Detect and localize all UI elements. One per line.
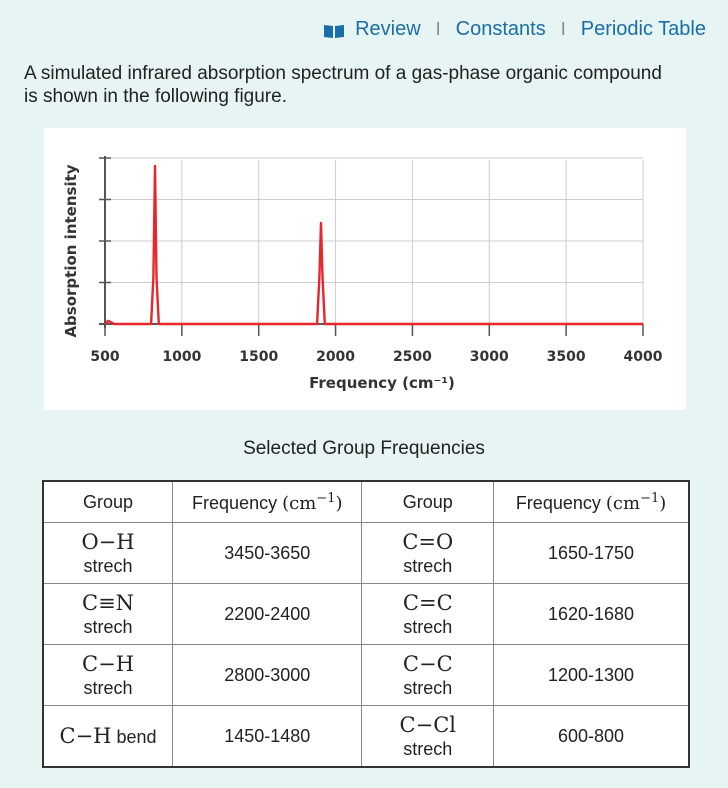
x-tick-label: 2500	[393, 349, 432, 365]
frequency-cell: 1200-1300	[493, 644, 690, 706]
x-tick-label: 3500	[547, 349, 586, 365]
periodic-table-link[interactable]: Periodic Table	[580, 18, 706, 40]
x-tick-label: 1500	[239, 349, 278, 365]
top-nav: Review I Constants I Periodic Table	[323, 18, 706, 41]
chart-svg: 500 1000 1500 2000 2500 3000 3500 4000 Frequency…	[62, 156, 663, 392]
ir-spectrum-chart: 500 1000 1500 2000 2500 3000 3500 4000 Frequency…	[44, 128, 686, 410]
header-frequency: Frequency (cm−1)	[493, 480, 690, 523]
frequency-cell: 3450-3650	[172, 522, 363, 584]
table-row: O−H strech 3450-3650 C=O strech 1650-1750	[42, 522, 690, 584]
table-title: Selected Group Frequencies	[243, 438, 485, 459]
group-cell: C−H bend	[42, 705, 174, 768]
group-cell: C=O strech	[361, 522, 495, 584]
frequency-cell: 2800-3000	[172, 644, 363, 706]
group-cell: C−C strech	[361, 644, 495, 706]
x-axis-label: Frequency (cm⁻¹)	[309, 374, 455, 392]
nav-separator: I	[560, 19, 566, 39]
header-frequency: Frequency (cm−1)	[172, 480, 363, 523]
group-cell: C=C strech	[361, 583, 495, 645]
nav-separator: I	[435, 19, 441, 39]
header-group: Group	[42, 480, 174, 523]
frequency-cell: 2200-2400	[172, 583, 363, 645]
frequency-cell: 1620-1680	[493, 583, 690, 645]
x-tick-label: 4000	[624, 349, 663, 365]
frequency-cell: 1450-1480	[172, 705, 363, 768]
table-header-row: Group Frequency (cm−1) Group Frequency (…	[42, 480, 690, 523]
header-group: Group	[361, 480, 495, 523]
group-frequency-table: Group Frequency (cm−1) Group Frequency (…	[42, 480, 690, 768]
group-cell: C−Cl strech	[361, 705, 495, 768]
book-icon	[323, 22, 345, 38]
x-tick-label: 500	[90, 349, 119, 365]
table-row: C−H bend 1450-1480 C−Cl strech 600-800	[42, 705, 690, 768]
x-tick-label: 3000	[470, 349, 509, 365]
constants-link[interactable]: Constants	[455, 18, 546, 40]
group-cell: O−H strech	[42, 522, 174, 584]
x-tick-label: 1000	[162, 349, 201, 365]
y-axis-label: Absorption intensity	[62, 164, 80, 337]
frequency-cell: 1650-1750	[493, 522, 690, 584]
frequency-cell: 600-800	[493, 705, 690, 768]
x-tick-label: 2000	[316, 349, 355, 365]
problem-intro: A simulated infrared absorption spectrum…	[24, 63, 662, 107]
table-row: C−H strech 2800-3000 C−C strech 1200-1300	[42, 644, 690, 706]
review-link[interactable]: Review	[355, 18, 421, 40]
table-row: C≡N strech 2200-2400 C=C strech 1620-1680	[42, 583, 690, 645]
spectrum-line	[104, 164, 643, 326]
group-cell: C−H strech	[42, 644, 174, 706]
group-cell: C≡N strech	[42, 583, 174, 645]
